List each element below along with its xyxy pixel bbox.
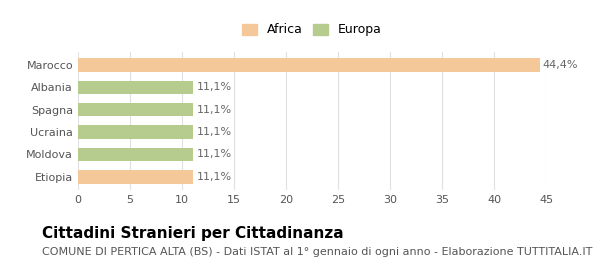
Text: Cittadini Stranieri per Cittadinanza: Cittadini Stranieri per Cittadinanza (42, 226, 344, 241)
Text: 11,1%: 11,1% (197, 172, 232, 182)
Text: 11,1%: 11,1% (197, 150, 232, 159)
Legend: Africa, Europa: Africa, Europa (238, 20, 386, 40)
Bar (78, 125, 193, 139)
Text: COMUNE DI PERTICA ALTA (BS) - Dati ISTAT al 1° gennaio di ogni anno - Elaborazio: COMUNE DI PERTICA ALTA (BS) - Dati ISTAT… (42, 247, 592, 257)
Bar (78, 148, 193, 161)
Bar (78, 170, 193, 184)
Bar (78, 81, 193, 94)
Text: 11,1%: 11,1% (197, 127, 232, 137)
Bar (78, 58, 540, 72)
Text: 11,1%: 11,1% (197, 82, 232, 92)
Text: 44,4%: 44,4% (543, 60, 578, 70)
Text: 11,1%: 11,1% (197, 105, 232, 115)
Bar (78, 103, 193, 116)
